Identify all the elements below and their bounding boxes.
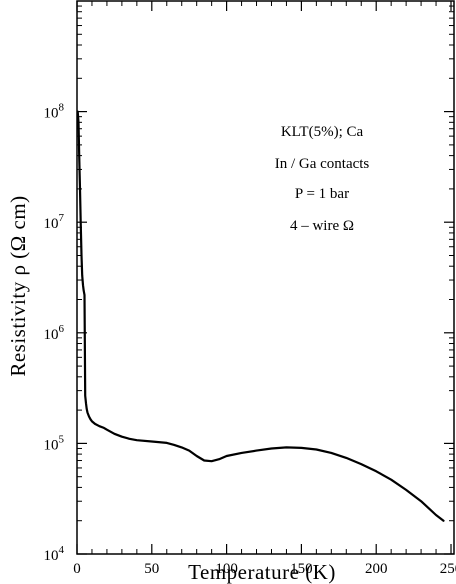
- y-axis-ticks: 104 105 106 107 108: [44, 5, 454, 564]
- annotation-contacts: In / Ga contacts: [275, 156, 370, 172]
- annotation-sample: KLT(5%); Ca: [281, 124, 364, 140]
- x-tick-label: 150: [290, 561, 313, 577]
- y-tick-label: 105: [44, 433, 65, 453]
- y-tick-label: 106: [44, 323, 65, 343]
- y-tick-label: 108: [44, 102, 65, 122]
- annotation-pressure: P = 1 bar: [295, 186, 349, 202]
- x-tick-label: 250: [440, 561, 456, 577]
- x-tick-label: 50: [144, 561, 159, 577]
- y-tick-label: 107: [44, 212, 65, 232]
- x-tick-label: 200: [365, 561, 388, 577]
- resistivity-curve: [76, 110, 445, 522]
- annotation-block: KLT(5%); Ca In / Ga contacts P = 1 bar 4…: [275, 124, 370, 234]
- plot-frame: [76, 0, 455, 555]
- x-axis-label: Temperature (K): [188, 560, 336, 584]
- annotation-wire: 4 – wire Ω: [290, 218, 354, 234]
- x-tick-label: 100: [215, 561, 238, 577]
- x-tick-label: 0: [73, 561, 81, 577]
- y-axis-label: Resistivity ρ (Ω cm): [6, 195, 30, 376]
- x-axis-ticks: 0 50 100 150 200 250: [73, 1, 456, 577]
- y-tick-label: 104: [44, 544, 65, 564]
